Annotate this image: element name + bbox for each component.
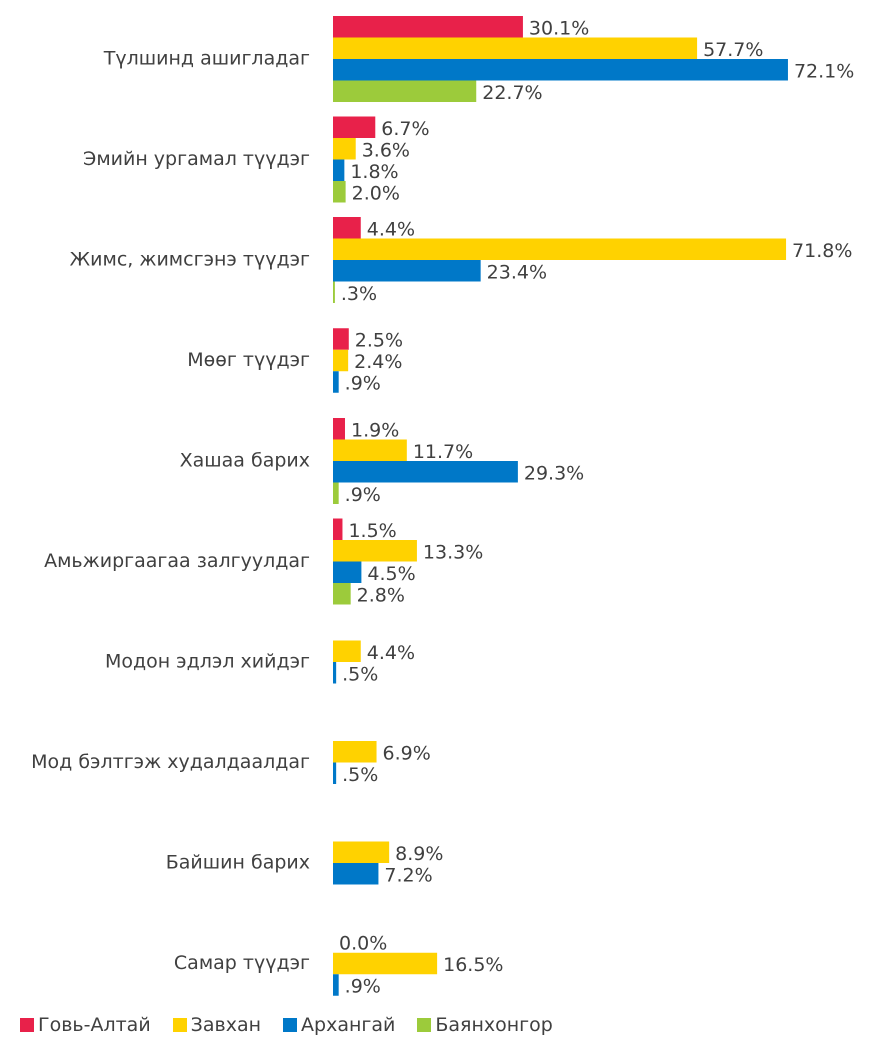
category-label: Хашаа барих <box>180 450 310 472</box>
legend-swatch <box>172 1018 187 1032</box>
value-label: 7.2% <box>384 864 432 886</box>
bar <box>333 863 379 885</box>
bar <box>333 371 339 393</box>
bar <box>333 116 376 138</box>
bar <box>333 762 337 784</box>
bar <box>333 540 417 562</box>
bar <box>333 439 407 461</box>
bar <box>333 583 351 605</box>
value-label: 1.5% <box>348 520 396 542</box>
bar <box>333 662 337 684</box>
value-label: .9% <box>345 976 381 998</box>
bar <box>333 518 343 540</box>
value-label: 4.4% <box>367 642 415 664</box>
bar <box>333 974 339 996</box>
category-label: Амьжиргаагаа залгуулдаг <box>44 550 310 572</box>
category-label: Мөөг түүдэг <box>187 349 310 371</box>
value-label: 4.4% <box>367 218 415 240</box>
bar <box>333 138 356 160</box>
legend-label: Завхан <box>190 1014 262 1036</box>
bar <box>333 238 787 260</box>
value-label: 1.9% <box>351 419 399 441</box>
bar <box>333 159 345 181</box>
value-label: 6.9% <box>383 742 431 764</box>
value-label: .9% <box>345 484 381 506</box>
value-label: 29.3% <box>524 462 584 484</box>
category-label: Самар түүдэг <box>174 952 310 974</box>
bar <box>333 37 698 59</box>
value-label: 22.7% <box>482 82 542 104</box>
bar <box>333 561 362 583</box>
bar <box>333 640 361 662</box>
value-label: .9% <box>345 373 381 395</box>
legend-label: Говь-Алтай <box>38 1014 151 1036</box>
legend-label: Архангай <box>301 1014 396 1036</box>
value-label: .3% <box>341 283 377 305</box>
category-label: Түлшинд ашигладаг <box>103 48 310 70</box>
value-label: 2.8% <box>357 584 405 606</box>
value-label: 23.4% <box>487 261 547 283</box>
category-label: Жимс, жимсгэнэ түүдэг <box>70 249 310 271</box>
bar <box>333 349 349 372</box>
bar <box>333 952 438 975</box>
legend-swatch <box>417 1018 432 1032</box>
bar <box>333 59 788 81</box>
value-label: 4.5% <box>367 563 415 585</box>
category-label: Мод бэлтгэж худалдаалдаг <box>31 751 310 773</box>
chart: Түлшинд ашигладаг 30.1% 57.7% 72.1% 22.7% Эми… <box>31 16 854 998</box>
category-label: Эмийн ургамал түүдэг <box>83 148 310 170</box>
category-label: Модон эдлэл хийдэг <box>105 651 310 673</box>
value-label: 30.1% <box>529 17 589 39</box>
category-label: Байшин барих <box>166 852 310 874</box>
legend-item: Архангай <box>283 1014 395 1036</box>
bar <box>333 418 345 440</box>
value-label: 2.5% <box>355 330 403 352</box>
value-label: 13.3% <box>423 541 483 563</box>
bar <box>333 16 523 38</box>
bar <box>333 482 339 504</box>
value-label: 72.1% <box>794 60 854 82</box>
value-label: 0.0% <box>339 933 387 955</box>
bar <box>333 841 390 863</box>
legend-label: Баянхонгор <box>435 1014 553 1036</box>
value-label: 1.8% <box>350 161 398 183</box>
bar <box>333 461 518 483</box>
legend-swatch <box>283 1018 298 1032</box>
value-label: .5% <box>342 663 378 685</box>
legend-item: Завхан <box>172 1014 262 1036</box>
bar <box>333 260 481 282</box>
value-label: 3.6% <box>362 139 410 161</box>
bar <box>333 281 335 303</box>
value-label: 6.7% <box>381 118 429 140</box>
bar <box>333 741 377 763</box>
bar <box>333 80 477 102</box>
value-label: 8.9% <box>395 843 443 865</box>
value-label: 2.4% <box>354 351 402 373</box>
bar <box>333 328 349 350</box>
value-label: 71.8% <box>792 240 852 262</box>
value-label: .5% <box>342 764 378 786</box>
legend: Говь-Алтай Завхан Архангай Баянхонгор <box>20 1014 553 1036</box>
legend-item: Баянхонгор <box>417 1014 553 1036</box>
legend-swatch <box>20 1018 34 1032</box>
legend-item: Говь-Алтай <box>20 1014 151 1036</box>
value-label: 2.0% <box>352 182 400 204</box>
value-label: 57.7% <box>703 39 763 61</box>
value-label: 16.5% <box>443 954 503 976</box>
bar <box>333 217 361 239</box>
bar <box>333 181 346 203</box>
value-label: 11.7% <box>413 441 473 463</box>
